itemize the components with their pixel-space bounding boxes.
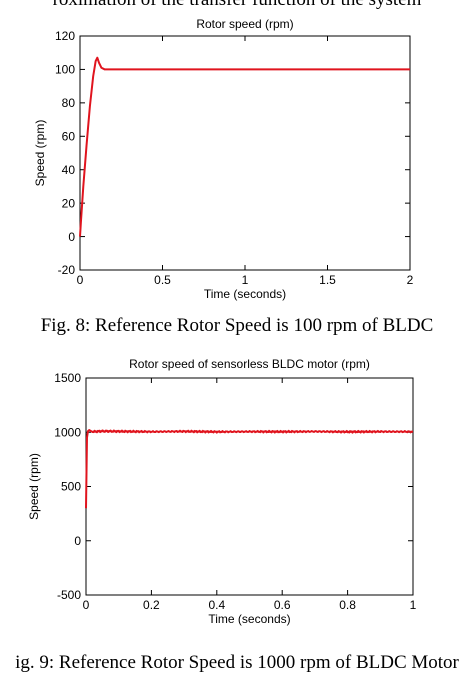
- speed-series-line: [85, 429, 414, 509]
- y-tick-label: 0: [68, 230, 75, 244]
- y-tick-label: 500: [61, 480, 81, 494]
- y-tick-label: 1000: [54, 425, 81, 439]
- y-tick-label: 40: [62, 163, 76, 177]
- x-tick-label: 0.2: [143, 598, 160, 612]
- y-tick-label: 60: [62, 129, 76, 143]
- x-tick-label: 0.4: [208, 598, 225, 612]
- y-tick-label: -500: [57, 588, 81, 602]
- x-tick-label: 0.8: [339, 598, 356, 612]
- figure-8-caption: Fig. 8: Reference Rotor Speed is 100 rpm…: [40, 315, 434, 336]
- chart-rotor-speed-100rpm: Rotor speed (rpm)0 0.5 1 1.5 2-2002040608010…: [33, 17, 414, 301]
- y-tick-label: 120: [55, 29, 75, 43]
- x-axis-label: Time (seconds): [204, 287, 286, 301]
- x-tick-label: 0.6: [274, 598, 291, 612]
- chart-title: Rotor speed (rpm): [196, 17, 293, 31]
- x-tick-label: 1: [242, 273, 249, 287]
- y-tick-label: 1500: [54, 371, 81, 385]
- figure-9-caption: ig. 9: Reference Rotor Speed is 1000 rpm…: [15, 652, 459, 673]
- x-axis-label: Time (seconds): [208, 612, 290, 626]
- y-axis-label: Speed (rpm): [27, 453, 41, 520]
- y-tick-label: -20: [58, 263, 76, 277]
- speed-series-line: [79, 56, 410, 237]
- x-tick-label: 2: [407, 273, 414, 287]
- top-caption-fragment: roximation of the transfer function of t…: [0, 0, 474, 11]
- plot-area-frame: [85, 377, 414, 596]
- x-tick-label: 0.5: [154, 273, 171, 287]
- y-tick-label: 80: [62, 96, 76, 110]
- y-axis-label: Speed (rpm): [33, 120, 47, 187]
- y-tick-label: 20: [62, 196, 76, 210]
- y-tick-label: 0: [74, 534, 81, 548]
- x-tick-label: 1: [410, 598, 417, 612]
- x-tick-label: 0: [83, 598, 90, 612]
- plot-area-frame: [79, 35, 411, 271]
- y-tick-label: 100: [55, 63, 75, 77]
- x-tick-label: 0: [77, 273, 84, 287]
- x-tick-label: 1.5: [319, 273, 336, 287]
- chart-rotor-speed-sensorless: Rotor speed of sensorless BLDC motor (rp…: [27, 357, 417, 626]
- chart-title: Rotor speed of sensorless BLDC motor (rp…: [129, 357, 370, 371]
